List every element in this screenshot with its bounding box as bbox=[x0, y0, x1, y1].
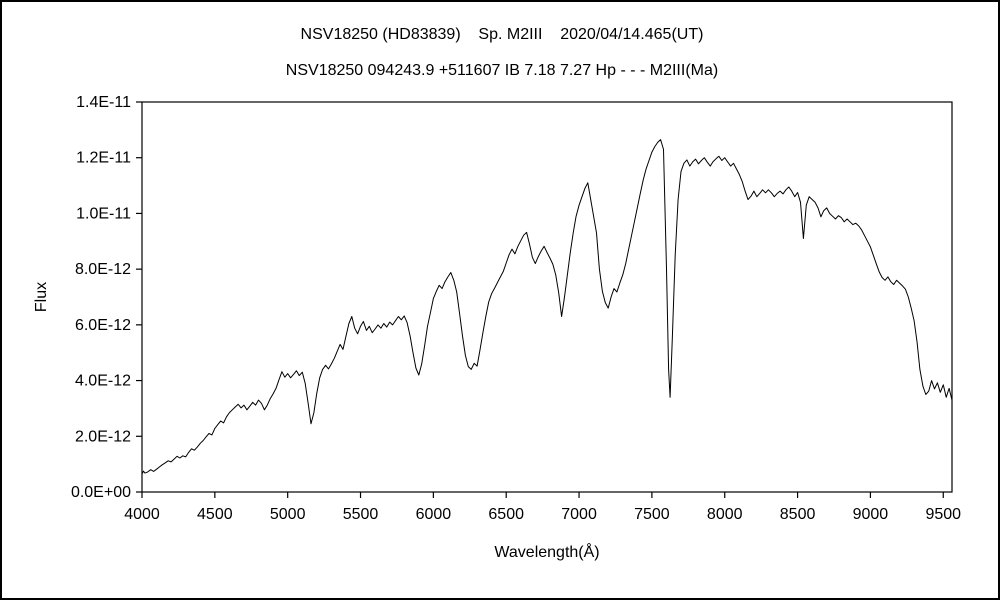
x-tick-label: 6000 bbox=[416, 506, 452, 523]
x-tick-label: 5000 bbox=[270, 506, 306, 523]
y-tick-label: 6.0E-12 bbox=[75, 317, 131, 334]
y-tick-label: 1.4E-11 bbox=[76, 94, 131, 111]
x-tick-label: 9500 bbox=[925, 506, 961, 523]
chart-subtitle: NSV18250 094243.9 +511607 IB 7.18 7.27 H… bbox=[285, 62, 719, 79]
x-tick-label: 4000 bbox=[124, 506, 160, 523]
x-tick-label: 6500 bbox=[488, 506, 524, 523]
x-tick-label: 8000 bbox=[707, 506, 743, 523]
y-tick-label: 1.0E-11 bbox=[76, 205, 131, 222]
y-tick-label: 8.0E-12 bbox=[75, 261, 131, 278]
x-tick-label: 9000 bbox=[853, 506, 889, 523]
x-tick-label: 4500 bbox=[197, 506, 233, 523]
y-tick-label: 1.2E-11 bbox=[76, 150, 131, 167]
plot-area bbox=[141, 101, 953, 493]
x-axis-title: Wavelength(Å) bbox=[494, 544, 600, 561]
y-tick-label: 4.0E-12 bbox=[75, 373, 131, 390]
chart-title: NSV18250 (HD83839) Sp. M2III 2020/04/14.… bbox=[300, 26, 704, 43]
y-tick-label: 0.0E+00 bbox=[71, 484, 131, 501]
y-tick-label: 2.0E-12 bbox=[75, 428, 131, 445]
x-tick-label: 7500 bbox=[634, 506, 670, 523]
spectrum-line bbox=[141, 139, 953, 475]
x-tick-label: 5500 bbox=[343, 506, 379, 523]
x-tick-label: 8500 bbox=[780, 506, 816, 523]
x-tick-label: 7000 bbox=[561, 506, 597, 523]
